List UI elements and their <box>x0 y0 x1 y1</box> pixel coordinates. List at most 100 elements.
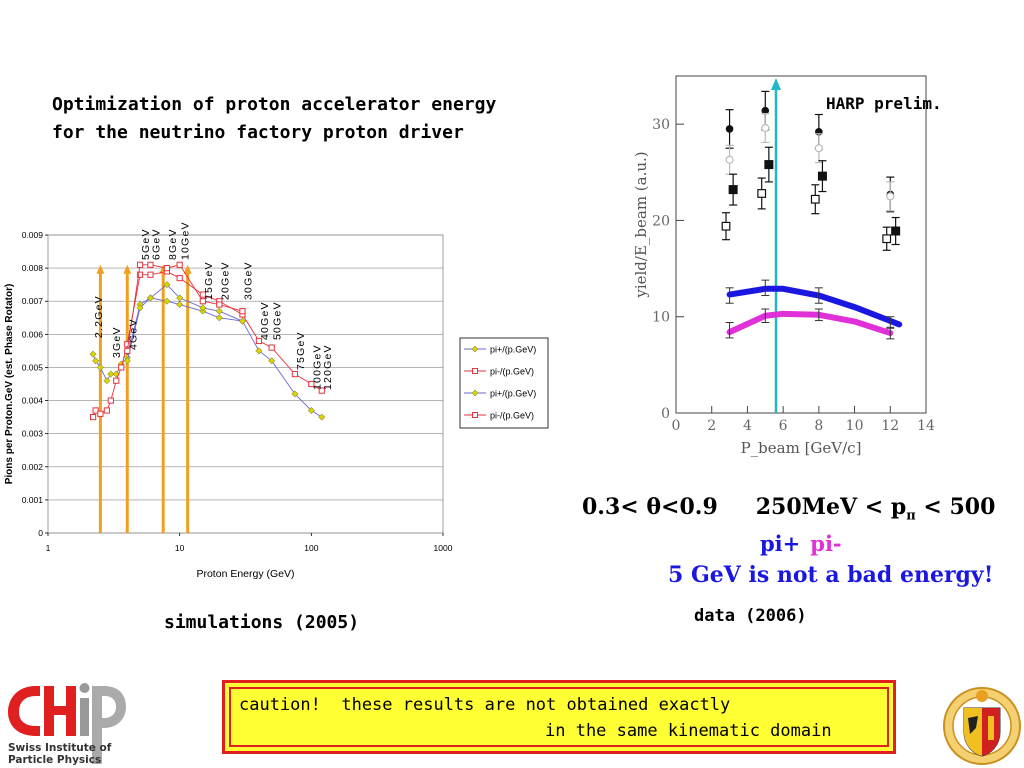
harp-xlabel: P_beam [GeV/c] <box>741 439 862 457</box>
harp-curve <box>726 310 894 337</box>
sim-legend-marker <box>471 345 479 353</box>
harp-xtick-label: 6 <box>779 418 788 434</box>
sim-point-pi-minus <box>176 261 183 268</box>
pi-minus-label: pi- <box>810 531 842 556</box>
sim-ytick-label: 0.002 <box>22 462 44 472</box>
sim-point-pi-plus <box>163 281 171 289</box>
sim-point-pi-minus <box>176 274 183 282</box>
simulation-chart: 0 0.001 0.002 0.003 0.004 0.005 0.006 0.007 0.00… <box>4 221 549 580</box>
university-seal-icon <box>943 687 1021 765</box>
pi-plus-label: pi+ <box>760 531 801 556</box>
harp-xtick-label: 10 <box>846 418 864 434</box>
harp-xtick-label: 2 <box>707 418 716 434</box>
sim-point-pi-plus <box>96 363 104 371</box>
sim-energy-arrowhead <box>96 264 105 274</box>
sim-point-pi-plus <box>268 357 276 365</box>
sim-ylabel: Pions per Proton.GeV (est. Phase Rotator… <box>4 284 15 485</box>
sim-xlabel: Proton Energy (GeV) <box>196 568 294 580</box>
sim-point-pi-minus <box>113 377 120 384</box>
harp-point-filled-square <box>764 160 774 170</box>
sim-point-pi-minus <box>92 407 99 414</box>
sim-point-pi-plus <box>89 350 97 358</box>
sim-point-pi-minus <box>163 265 171 272</box>
caution-box: caution! these results are not obtained … <box>222 680 896 754</box>
sim-energy-label: 10GeV <box>180 221 192 260</box>
harp-xtick-label: 14 <box>917 418 935 434</box>
harp-point-filled-circle <box>761 106 770 115</box>
sim-energy-label: 3GeV <box>111 326 123 358</box>
harp-ytick-label: 20 <box>652 213 670 229</box>
sim-plot-area <box>47 234 444 534</box>
sim-point-pi-plus <box>112 370 120 378</box>
title-line-1: Optimization of proton accelerator energ… <box>52 94 497 115</box>
sim-energy-label: 20GeV <box>219 261 231 300</box>
sim-point-pi-minus <box>136 271 144 278</box>
harp-ytick-label: 10 <box>652 310 670 326</box>
sim-point-pi-minus <box>124 341 131 348</box>
harp-curve <box>726 285 903 328</box>
sim-energy-label: 6GeV <box>150 228 162 260</box>
sim-energy-label: 30GeV <box>242 261 254 300</box>
sim-ytick-label: 0.008 <box>22 263 44 273</box>
sim-point-pi-minus <box>308 380 315 388</box>
harp-xtick-label: 0 <box>672 418 681 434</box>
caution-line-1: caution! these results are not obtained … <box>239 695 731 715</box>
sim-ytick-label: 0.004 <box>22 396 44 406</box>
harp-xtick-label: 4 <box>743 418 752 434</box>
sim-legend-label: pi-/(p.GeV) <box>490 367 534 377</box>
harp-xtick-label: 8 <box>814 418 823 434</box>
harp-xtick-label: 12 <box>881 418 899 434</box>
sim-point-pi-plus <box>146 294 155 302</box>
sim-point-pi-minus <box>255 337 263 345</box>
sim-energy-label: 75GeV <box>295 331 307 370</box>
sim-point-pi-minus <box>239 308 246 315</box>
harp-point-filled-square <box>817 171 827 181</box>
caution-line-2: in the same kinematic domain <box>545 721 832 741</box>
harp-point-open-circle <box>725 155 734 164</box>
harp-point-open-circle <box>814 144 823 153</box>
harp-point-open-circle <box>886 192 895 201</box>
sim-energy-label: 5GeV <box>140 228 152 260</box>
harp-ytick-label: 30 <box>652 117 670 133</box>
sim-energy-label: 50GeV <box>272 301 284 340</box>
sim-legend-label: pi+/(p.GeV) <box>490 345 536 355</box>
sim-point-pi-plus <box>307 406 315 415</box>
harp-point-open-circle <box>761 123 770 133</box>
sim-energy-label: 15GeV <box>203 261 215 300</box>
sim-xtick-label: 10 <box>175 543 185 553</box>
p-range-suffix: < 500 <box>915 494 996 520</box>
sim-ytick-label: 0.006 <box>22 329 44 339</box>
sim-point-pi-minus <box>118 364 125 371</box>
sim-legend-marker <box>472 368 478 374</box>
sim-point-pi-plus <box>176 300 184 309</box>
sim-point-pi-minus <box>97 410 104 417</box>
sim-energy-label: 100GeV <box>311 344 323 390</box>
harp-legend-label: HARP prelim. <box>826 94 942 113</box>
sim-point-pi-plus <box>163 297 171 305</box>
sim-point-pi-plus <box>103 377 111 385</box>
sim-legend-label: pi+/(p.GeV) <box>490 389 536 399</box>
sim-xtick-label: 1 <box>46 543 51 553</box>
sim-xtick-label: 100 <box>304 543 318 553</box>
harp-plot-area <box>675 75 927 414</box>
harp-marker-arrowhead <box>771 78 781 90</box>
sim-point-pi-plus <box>255 347 263 355</box>
simulations-caption: simulations (2005) <box>164 612 360 633</box>
data-caption: data (2006) <box>694 606 807 626</box>
chipp-name-line-1: Swiss Institute of <box>8 742 112 754</box>
sim-point-pi-plus <box>92 357 100 365</box>
sim-ytick-label: 0.003 <box>22 429 44 439</box>
sim-energy-arrowhead <box>123 264 132 274</box>
harp-point-open-square <box>882 234 892 244</box>
sim-ytick-label: 0.005 <box>22 362 44 372</box>
harp-data-chart: 0 10 20 30 0 2 4 6 8 10 12 14 P_beam [GeV/c] yield/E_… <box>632 75 935 457</box>
sim-energy-label: 8GeV <box>167 228 179 260</box>
sim-ytick-label: 0.009 <box>22 230 44 240</box>
chipp-name: Swiss Institute of Particle Physics <box>8 742 111 766</box>
theta-range: 0.3< θ<0.9 <box>582 494 718 520</box>
caution-inner-frame: caution! these results are not obtained … <box>229 687 889 747</box>
sim-point-pi-plus <box>215 307 223 315</box>
sim-point-pi-minus <box>107 397 114 404</box>
sim-energy-arrowhead <box>183 264 192 274</box>
sim-point-pi-plus <box>215 314 223 322</box>
